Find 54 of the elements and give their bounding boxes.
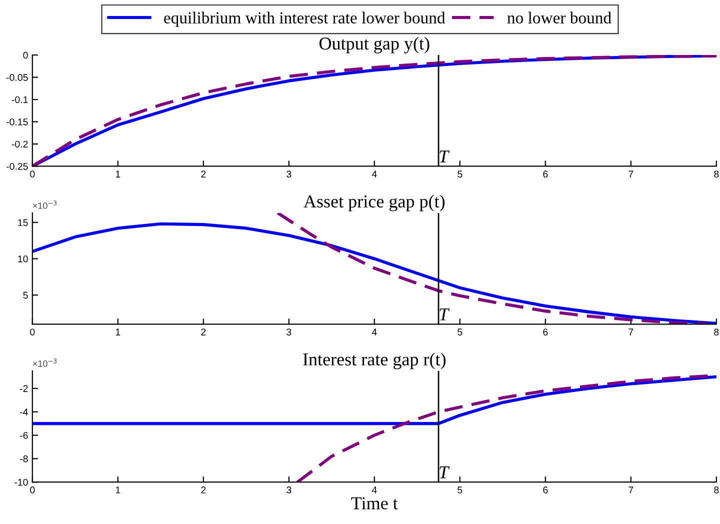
x-tick-label: 2 [201, 486, 206, 494]
line-series [32, 375, 716, 426]
x-tick-label: 1 [116, 328, 120, 336]
x-tick-label: 4 [372, 486, 377, 494]
y-tick-label: 5 [23, 292, 28, 299]
chart-title: Asset price gap p(t) [304, 194, 445, 212]
x-tick-label: 6 [543, 486, 548, 494]
y-tick-label: -8 [20, 455, 28, 462]
y-tick-label: -0.2 [12, 140, 28, 148]
chart-title: Interest rate gap r(t) [303, 352, 446, 370]
x-tick-label: 5 [458, 486, 462, 494]
y-tick-label: -4 [20, 408, 28, 416]
x-tick-label: 3 [286, 486, 292, 494]
ref-line-label: T [440, 308, 450, 320]
y-tick-label: 10 [18, 255, 28, 262]
x-tick-label: 2 [201, 170, 206, 178]
y-tick-label: -0.05 [6, 74, 28, 81]
legend-label: equilibrium with interest rate lower bound [164, 12, 446, 27]
x-tick-label: 1 [116, 170, 120, 178]
x-tick-label: 8 [714, 328, 719, 336]
text: ×10$^{−3}$ [33, 358, 57, 367]
x-tick-label: 4 [372, 170, 377, 178]
y-tick-label: -0.1 [12, 96, 28, 104]
x-tick-label: 0 [30, 170, 35, 178]
y-tick-label: 0 [23, 52, 28, 59]
y-tick-label: -6 [20, 432, 28, 439]
x-tick-label: 7 [628, 328, 634, 336]
line-series [276, 212, 710, 324]
y-tick-label: -2 [20, 385, 28, 392]
x-tick-label: 0 [30, 486, 35, 494]
x-tick-label: 3 [286, 328, 292, 336]
x-tick-label: 5 [458, 328, 462, 336]
x-tick-label: 6 [543, 328, 548, 336]
x-tick-label: 2 [201, 328, 206, 336]
y-tick-label: -0.25 [6, 162, 28, 170]
chart-title: Output gap y(t) [319, 36, 430, 54]
x-tick-label: 8 [714, 170, 719, 178]
y-tick-label: 15 [18, 219, 28, 226]
x-tick-label: 8 [714, 486, 719, 494]
ref-line-label: T [440, 466, 450, 478]
ref-line-label: T [440, 150, 450, 162]
x-tick-label: 6 [543, 170, 548, 178]
x-tick-label: 1 [116, 486, 120, 494]
text: ×10$^{−3}$ [33, 200, 57, 209]
y-tick-label: -0.15 [6, 118, 28, 126]
x-axis-title: Time t [351, 497, 398, 510]
x-tick-label: 7 [628, 170, 634, 178]
y-tick-label: -10 [14, 478, 28, 486]
x-tick-label: 3 [286, 170, 292, 178]
x-tick-label: 5 [458, 170, 462, 178]
legend-label: no lower bound [507, 12, 612, 24]
x-tick-label: 4 [372, 328, 377, 336]
x-tick-label: 7 [628, 486, 634, 494]
x-tick-label: 0 [30, 328, 35, 336]
